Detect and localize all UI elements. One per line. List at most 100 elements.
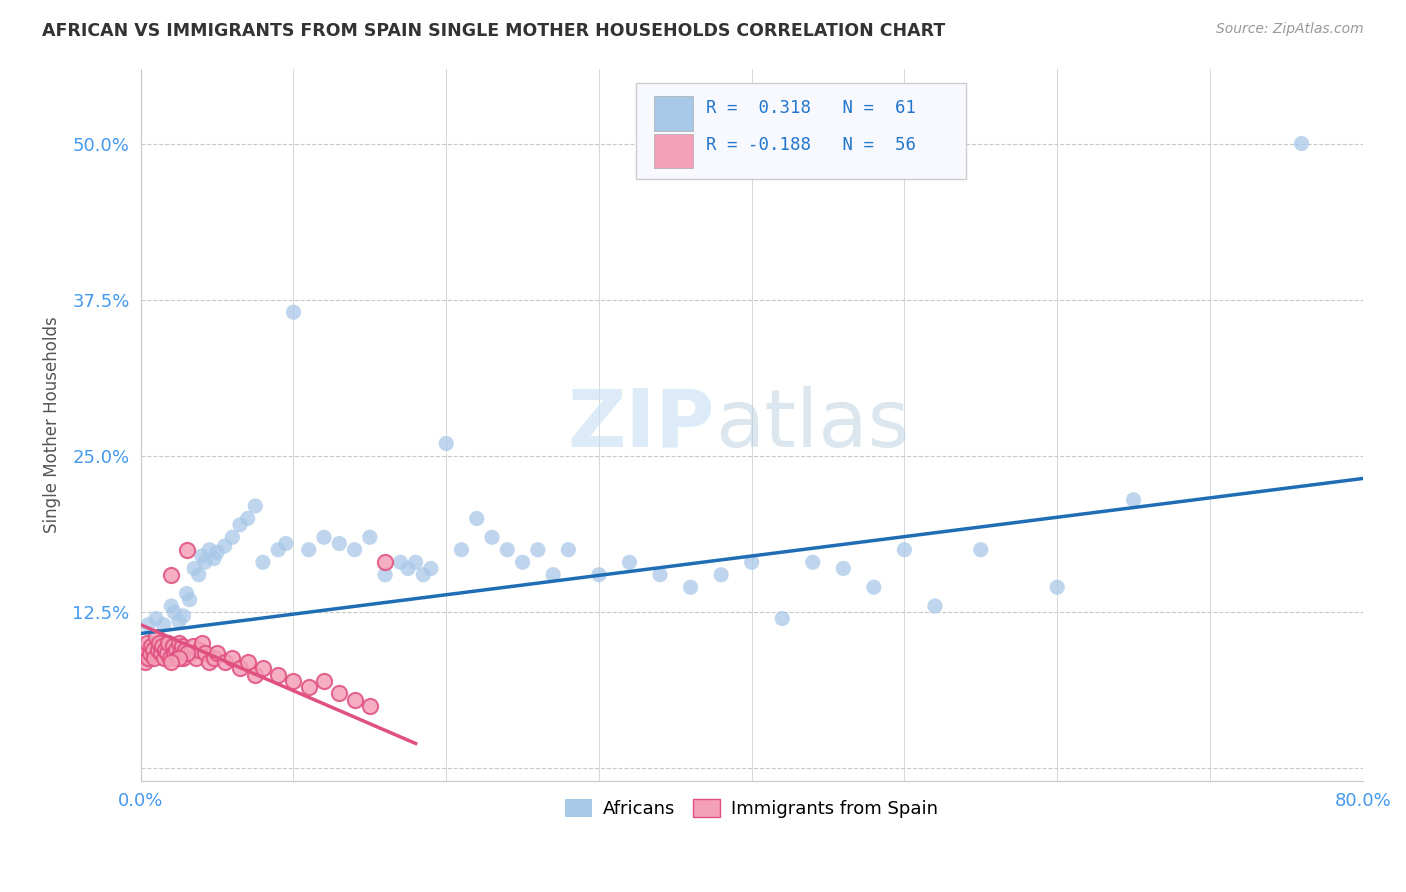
Point bbox=[179, 592, 201, 607]
Point bbox=[150, 639, 173, 653]
Point bbox=[134, 655, 156, 669]
Point bbox=[184, 651, 207, 665]
Point bbox=[160, 655, 183, 669]
Point bbox=[245, 667, 267, 681]
Point bbox=[146, 642, 169, 657]
Point bbox=[236, 655, 259, 669]
Point bbox=[252, 555, 274, 569]
Point bbox=[267, 667, 290, 681]
Point bbox=[138, 651, 160, 665]
Point bbox=[176, 647, 198, 661]
Point bbox=[419, 561, 441, 575]
Point bbox=[274, 536, 297, 550]
Point bbox=[588, 567, 610, 582]
Point bbox=[648, 567, 671, 582]
Point bbox=[770, 611, 793, 625]
Point bbox=[167, 651, 190, 665]
Point bbox=[152, 617, 174, 632]
Point bbox=[450, 542, 472, 557]
Point bbox=[131, 648, 153, 663]
Point bbox=[389, 555, 412, 569]
Point bbox=[924, 599, 946, 613]
Point bbox=[434, 436, 457, 450]
Point bbox=[141, 639, 163, 653]
Point bbox=[162, 639, 184, 653]
Point bbox=[152, 651, 174, 665]
Text: R =  0.318   N =  61: R = 0.318 N = 61 bbox=[706, 99, 917, 117]
Point bbox=[298, 680, 321, 694]
Point bbox=[183, 561, 205, 575]
Point bbox=[496, 542, 519, 557]
Point bbox=[359, 530, 381, 544]
Point bbox=[741, 555, 763, 569]
Point bbox=[145, 611, 167, 625]
Point bbox=[173, 651, 195, 665]
Point bbox=[159, 651, 181, 665]
Point bbox=[170, 639, 193, 653]
Point bbox=[312, 530, 335, 544]
Point bbox=[512, 555, 534, 569]
Point bbox=[1291, 136, 1313, 151]
Point bbox=[191, 636, 214, 650]
Point bbox=[283, 305, 305, 319]
Point bbox=[970, 542, 993, 557]
Point bbox=[374, 567, 396, 582]
FancyBboxPatch shape bbox=[654, 96, 693, 130]
Point bbox=[205, 647, 228, 661]
Point bbox=[176, 542, 198, 557]
Point bbox=[173, 609, 195, 624]
Point bbox=[138, 617, 160, 632]
Point bbox=[191, 549, 214, 563]
Point bbox=[481, 530, 503, 544]
Point bbox=[145, 630, 167, 644]
Point bbox=[374, 555, 396, 569]
Point bbox=[139, 647, 162, 661]
Point bbox=[229, 661, 252, 675]
Point bbox=[328, 536, 350, 550]
Text: AFRICAN VS IMMIGRANTS FROM SPAIN SINGLE MOTHER HOUSEHOLDS CORRELATION CHART: AFRICAN VS IMMIGRANTS FROM SPAIN SINGLE … bbox=[42, 22, 945, 40]
Point bbox=[229, 517, 252, 532]
Point bbox=[167, 636, 190, 650]
Text: atlas: atlas bbox=[716, 385, 910, 464]
Point bbox=[1122, 492, 1144, 507]
Point bbox=[359, 698, 381, 713]
Point bbox=[412, 567, 434, 582]
Point bbox=[181, 639, 204, 653]
Point bbox=[221, 651, 243, 665]
Point bbox=[312, 673, 335, 688]
Text: Source: ZipAtlas.com: Source: ZipAtlas.com bbox=[1216, 22, 1364, 37]
Point bbox=[679, 580, 702, 594]
Point bbox=[187, 567, 209, 582]
Point bbox=[160, 567, 183, 582]
Point bbox=[194, 555, 217, 569]
Point bbox=[214, 539, 236, 553]
Point bbox=[176, 586, 198, 600]
Point bbox=[465, 511, 488, 525]
Text: ZIP: ZIP bbox=[568, 385, 716, 464]
Point bbox=[267, 542, 290, 557]
Y-axis label: Single Mother Households: Single Mother Households bbox=[44, 317, 60, 533]
Point bbox=[174, 642, 197, 657]
Point bbox=[157, 636, 180, 650]
Legend: Africans, Immigrants from Spain: Africans, Immigrants from Spain bbox=[558, 791, 945, 825]
Point bbox=[205, 545, 228, 559]
Point bbox=[198, 542, 221, 557]
Point bbox=[1046, 580, 1069, 594]
Point bbox=[245, 499, 267, 513]
Point bbox=[202, 651, 225, 665]
Point bbox=[343, 692, 366, 706]
Point bbox=[194, 647, 217, 661]
Point bbox=[179, 647, 201, 661]
Point bbox=[832, 561, 855, 575]
Point bbox=[135, 636, 157, 650]
Point bbox=[187, 642, 209, 657]
Point bbox=[163, 605, 186, 619]
Point bbox=[557, 542, 579, 557]
Point bbox=[148, 636, 170, 650]
Point bbox=[541, 567, 564, 582]
Point bbox=[328, 686, 350, 700]
Point bbox=[405, 555, 427, 569]
Point bbox=[527, 542, 550, 557]
FancyBboxPatch shape bbox=[636, 83, 966, 179]
Point bbox=[165, 642, 187, 657]
